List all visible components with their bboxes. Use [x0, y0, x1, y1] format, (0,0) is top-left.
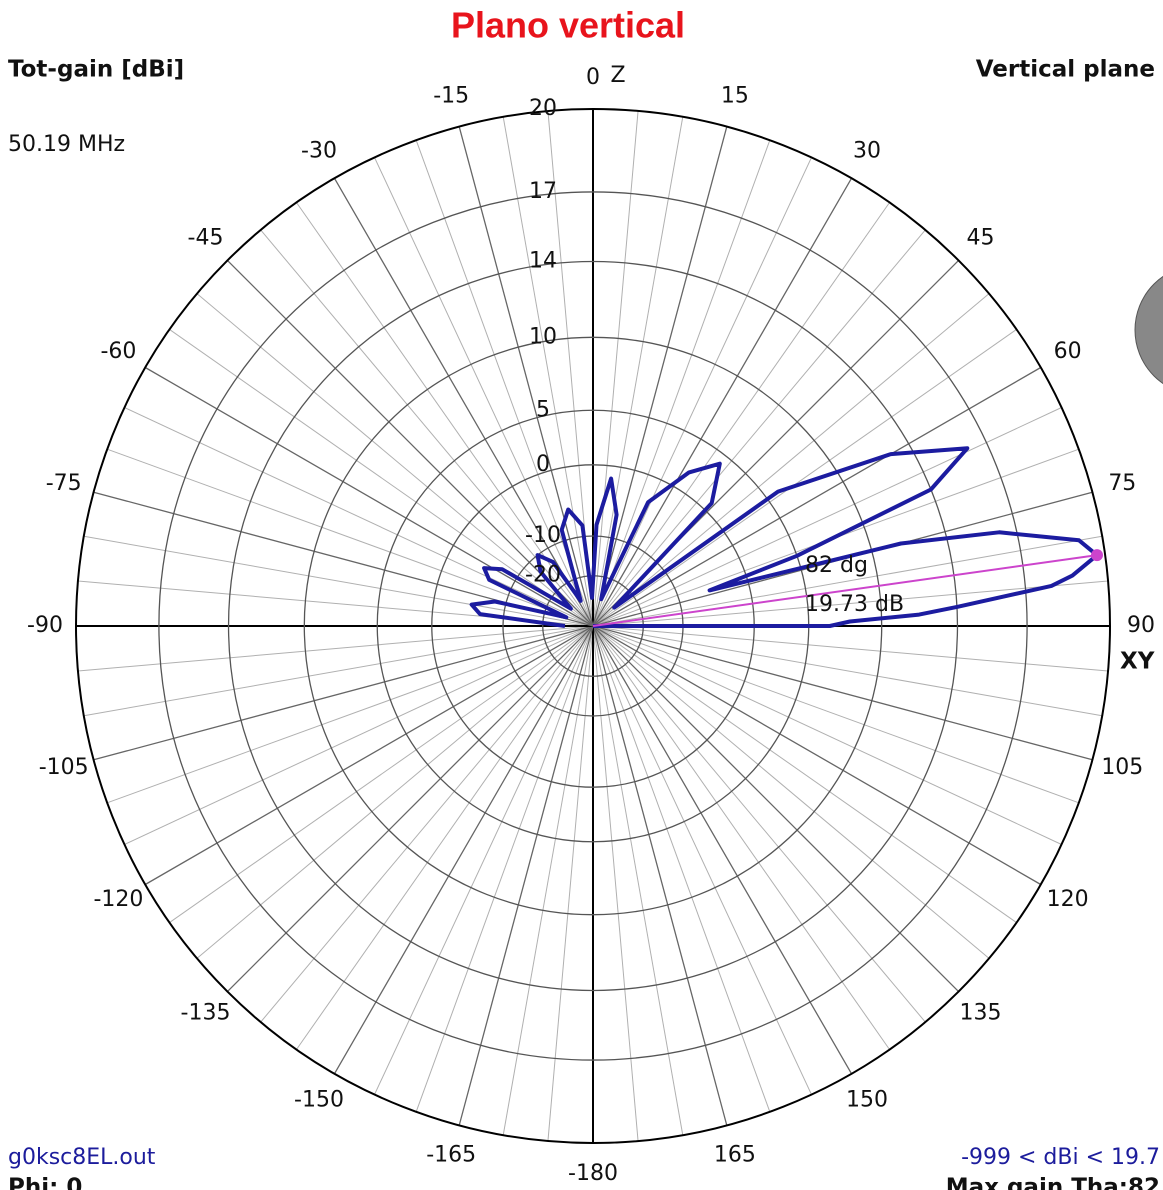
file-name: g0ksc8EL.out — [8, 1145, 156, 1170]
max-gain-text: Max gain Tha:82 — [946, 1175, 1160, 1190]
angle-tick-label: 0 — [586, 65, 600, 90]
angle-tick-label: 60 — [1054, 339, 1082, 364]
radial-axis-label: Tot-gain [dBi] — [8, 57, 184, 83]
minor-grid-line — [593, 140, 770, 626]
radial-tick-label: 14 — [529, 249, 557, 274]
angle-tick-label: 135 — [959, 1000, 1001, 1025]
angle-tick-label: 30 — [853, 138, 881, 163]
grid-line — [459, 626, 593, 1125]
grid-line — [335, 178, 594, 626]
angle-tick-label: -15 — [433, 84, 469, 109]
radial-tick-label: 10 — [529, 324, 557, 349]
grid-line — [593, 626, 727, 1125]
angle-tick-label: -30 — [301, 138, 337, 163]
angle-tick-label: -60 — [100, 339, 136, 364]
radial-tick-label: -10 — [525, 523, 561, 548]
zenith-label: Z — [610, 63, 625, 88]
angle-tick-label: 150 — [846, 1088, 888, 1113]
chart-title: Plano vertical — [451, 5, 685, 46]
grid-line — [459, 127, 593, 626]
grid-line — [593, 626, 1092, 760]
minor-grid-line — [593, 626, 1062, 844]
minor-grid-line — [375, 626, 593, 1095]
grid-line — [593, 626, 852, 1074]
minor-grid-line — [593, 626, 638, 1141]
plane-label: Vertical plane — [976, 57, 1155, 83]
angle-tick-label: -120 — [93, 887, 143, 912]
grid-line — [593, 626, 1041, 885]
radial-tick-label: 20 — [529, 96, 557, 121]
angle-tick-label: 75 — [1108, 471, 1136, 496]
radial-tick-label: -20 — [525, 563, 561, 588]
minor-grid-line — [593, 111, 638, 626]
angle-tick-label: -165 — [426, 1142, 476, 1167]
minor-grid-line — [593, 157, 811, 626]
frequency: 50.19 MHz — [8, 132, 125, 157]
minor-grid-line — [416, 626, 593, 1112]
grid-line — [335, 626, 594, 1074]
range-text: -999 < dBi < 19.7 — [961, 1145, 1160, 1170]
angle-tick-label: -150 — [294, 1088, 344, 1113]
marker-angle-label: 82 dg — [805, 553, 868, 578]
chart: Plano vertical Tot-gain [dBi] 50.19 MHz … — [0, 0, 1163, 1190]
minor-grid-line — [124, 626, 593, 844]
phi-label: Phi: 0 — [8, 1175, 82, 1190]
minor-grid-line — [107, 626, 593, 803]
radial-tick-label: 17 — [529, 179, 557, 204]
radial-tick-label: 0 — [536, 452, 550, 477]
minor-grid-line — [78, 626, 593, 671]
minor-grid-line — [593, 626, 1108, 671]
angle-tick-label: -45 — [188, 226, 224, 251]
grid-line — [94, 626, 593, 760]
grid-line — [593, 368, 1041, 627]
minor-grid-line — [593, 626, 1079, 803]
grid-line — [593, 127, 727, 626]
angle-tick-label: 105 — [1101, 755, 1143, 780]
minor-grid-line — [548, 626, 593, 1141]
moon-image — [1135, 265, 1163, 395]
angle-tick-label: -135 — [181, 1000, 231, 1025]
radial-tick-label: 5 — [536, 397, 550, 422]
angle-tick-label: 120 — [1047, 887, 1089, 912]
minor-grid-line — [107, 449, 593, 626]
grid-line — [145, 626, 593, 885]
angle-tick-label: 165 — [714, 1142, 756, 1167]
minor-grid-line — [124, 408, 593, 626]
angle-tick-label: 15 — [721, 84, 749, 109]
angle-tick-label: 90 — [1127, 613, 1155, 638]
angle-tick-label: -105 — [39, 755, 89, 780]
angle-tick-label: -180 — [568, 1161, 618, 1186]
angle-tick-label: 45 — [966, 226, 994, 251]
marker-point — [1091, 549, 1103, 561]
minor-grid-line — [593, 626, 811, 1095]
angle-tick-label: -75 — [46, 471, 82, 496]
minor-grid-line — [375, 157, 593, 626]
minor-grid-line — [593, 626, 770, 1112]
marker-gain-label: 19.73 dB — [805, 592, 904, 617]
horizon-label: XY — [1120, 649, 1155, 675]
angle-tick-label: -90 — [27, 613, 63, 638]
